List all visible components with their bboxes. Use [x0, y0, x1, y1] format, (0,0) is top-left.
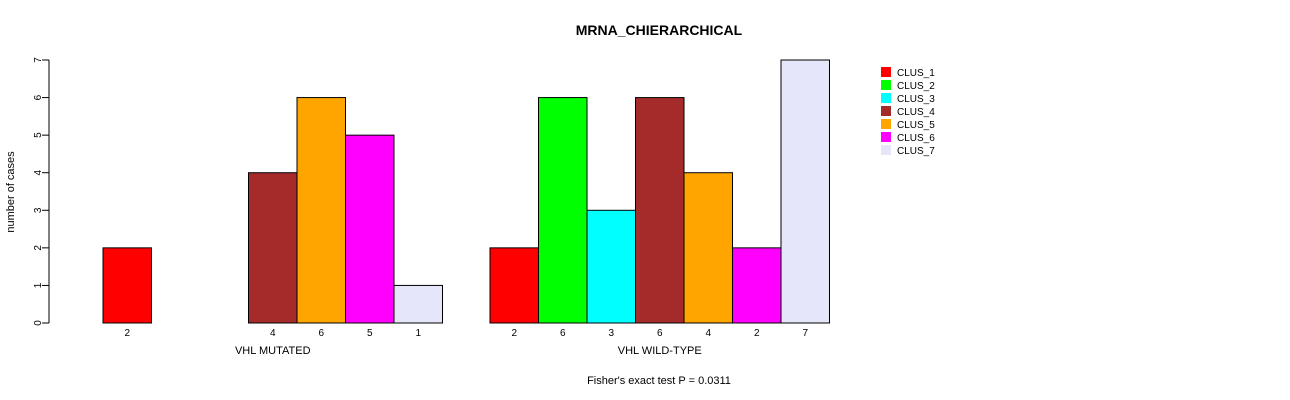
group-label: VHL WILD-TYPE — [618, 345, 702, 357]
y-tick-label: 3 — [33, 207, 44, 213]
legend-swatch-clus_4 — [881, 106, 891, 116]
group-label: VHL MUTATED — [235, 345, 311, 357]
legend-label-clus_2: CLUS_2 — [897, 81, 935, 92]
legend-label-clus_1: CLUS_1 — [897, 68, 935, 79]
y-tick-label: 1 — [33, 282, 44, 288]
bar-clus_6 — [732, 247, 782, 324]
bar-count-label: 2 — [754, 328, 760, 339]
y-tick-label: 6 — [33, 94, 44, 100]
bar-clus_1 — [489, 247, 539, 324]
bar-clus_6 — [345, 134, 395, 324]
legend-swatch-clus_7 — [881, 145, 891, 155]
bar-count-label: 6 — [560, 328, 566, 339]
legend-swatch-clus_6 — [881, 132, 891, 142]
y-tick-label: 2 — [33, 245, 44, 251]
legend-swatch-clus_3 — [881, 93, 891, 103]
bar-count-label: 7 — [802, 328, 808, 339]
legend-label-clus_3: CLUS_3 — [897, 94, 935, 105]
bar-count-label: 4 — [270, 328, 276, 339]
bar-clus_1 — [102, 247, 152, 324]
chart-title: MRNA_CHIERARCHICAL — [576, 22, 743, 38]
bar-clus_7 — [393, 284, 443, 324]
legend-label-clus_4: CLUS_4 — [897, 107, 935, 118]
legend-label-clus_6: CLUS_6 — [897, 133, 935, 144]
y-tick-label: 7 — [33, 57, 44, 63]
bar-clus_3 — [586, 209, 636, 324]
bar-clus_4 — [248, 172, 298, 324]
y-tick-label: 0 — [33, 320, 44, 326]
bar-count-label: 6 — [318, 328, 324, 339]
bar-count-label: 5 — [367, 328, 373, 339]
bars-layer: 2 4 6 5 1 VHL MUTATED 2 6 3 6 4 2 7 VHL WILD-TYPE — [102, 59, 830, 357]
bar-clus_2 — [538, 97, 588, 324]
legend-swatch-clus_5 — [881, 119, 891, 129]
y-tick-label: 4 — [33, 169, 44, 175]
legend: CLUS_1 CLUS_2 CLUS_3 CLUS_4 CLUS_5 CLUS_6 CLUS… — [881, 67, 935, 157]
bar-count-label: 4 — [705, 328, 711, 339]
bar-count-label: 3 — [608, 328, 614, 339]
bar-clus_7 — [780, 59, 830, 324]
y-axis-label: number of cases — [5, 151, 17, 233]
bar-clus_4 — [635, 97, 685, 324]
bar-clus_5 — [683, 172, 733, 324]
legend-label-clus_7: CLUS_7 — [897, 146, 935, 157]
legend-swatch-clus_1 — [881, 67, 891, 77]
bar-count-label: 1 — [415, 328, 421, 339]
footnote-fisher-test: Fisher's exact test P = 0.0311 — [587, 375, 731, 387]
bar-clus_5 — [296, 97, 346, 324]
bar-count-label: 6 — [657, 328, 663, 339]
y-tick-label: 5 — [33, 132, 44, 138]
y-axis: 0 1 2 3 4 5 6 7 — [33, 57, 50, 326]
bar-count-label: 2 — [124, 328, 130, 339]
bar-count-label: 2 — [511, 328, 517, 339]
legend-label-clus_5: CLUS_5 — [897, 120, 935, 131]
legend-swatch-clus_2 — [881, 80, 891, 90]
